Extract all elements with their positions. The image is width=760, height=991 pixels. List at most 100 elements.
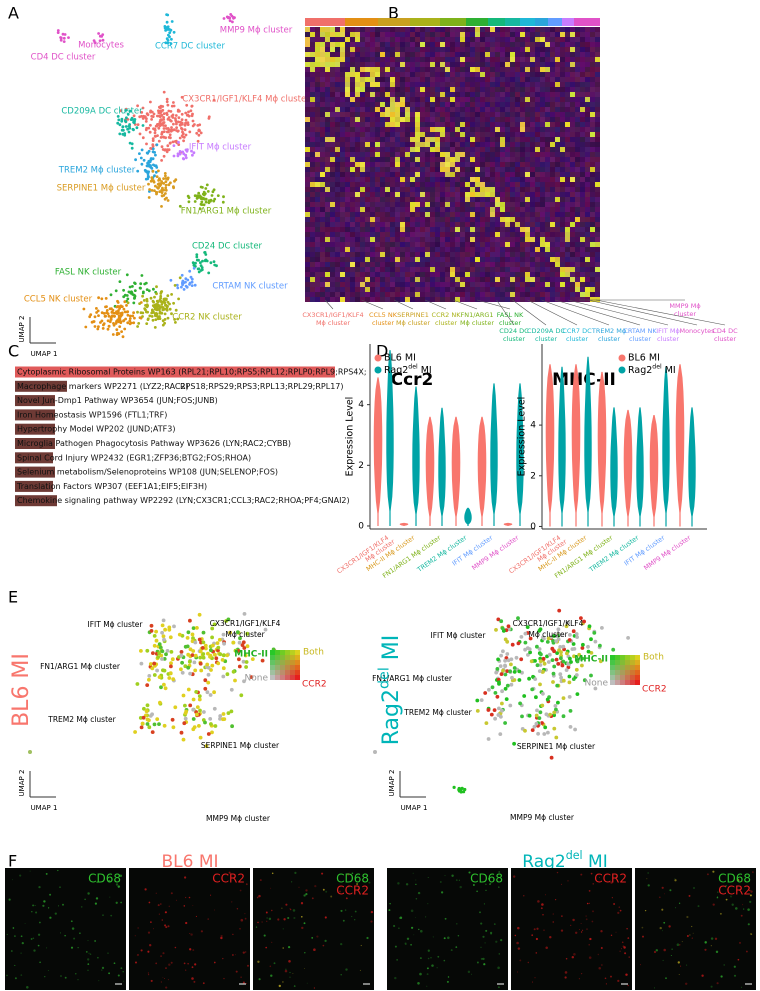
heatmap-cell <box>390 202 395 207</box>
cluster-label: Mϕ cluster <box>460 319 494 327</box>
heatmap-cell <box>435 62 440 67</box>
heatmap-cell <box>445 277 450 282</box>
heatmap-cell <box>370 147 375 152</box>
heatmap-cell <box>385 62 390 67</box>
heatmap-cell <box>495 157 500 162</box>
heatmap-cell <box>440 222 445 227</box>
heatmap-cell <box>360 267 365 272</box>
heatmap-cell <box>585 77 590 82</box>
cell-dot <box>134 158 138 162</box>
cell-dot <box>172 104 176 108</box>
heatmap-cell <box>455 152 460 157</box>
heatmap-cell <box>515 262 520 267</box>
heatmap-cell <box>430 217 435 222</box>
heatmap-cell <box>555 77 560 82</box>
term-label: Cytoplasmic Ribosomal Proteins WP163 (RP… <box>17 368 367 377</box>
heatmap-cell <box>360 287 365 292</box>
heatmap-cell <box>365 212 370 217</box>
cell-dot <box>200 200 204 204</box>
heatmap-cell <box>590 77 595 82</box>
heatmap-cell <box>315 82 320 87</box>
cell-dot <box>141 294 145 298</box>
heatmap-cell <box>590 127 595 132</box>
cell-dot <box>108 307 112 311</box>
heatmap-cell <box>595 192 600 197</box>
heatmap-cell <box>540 182 545 187</box>
cell-dot <box>212 706 217 711</box>
cell-dot <box>133 316 136 320</box>
heatmap-cell <box>495 147 500 152</box>
heatmap-cell <box>525 232 530 237</box>
heatmap-cell <box>400 112 405 117</box>
heatmap-cell <box>445 112 450 117</box>
cell-dot <box>155 668 160 673</box>
heatmap-cell <box>445 172 450 177</box>
heatmap-cell <box>555 137 560 142</box>
legend-cell <box>610 665 615 670</box>
heatmap-cell <box>565 82 570 87</box>
cell-dot <box>156 655 161 659</box>
heatmap-cell <box>410 207 415 212</box>
cell-dot <box>152 661 157 666</box>
heatmap-cell <box>505 42 510 47</box>
heatmap-cell <box>545 132 550 137</box>
heatmap-cell <box>440 297 445 302</box>
heatmap-cell <box>520 62 525 67</box>
heatmap-cell <box>460 197 465 202</box>
heatmap-cell <box>485 167 490 172</box>
heatmap-cell <box>385 42 390 47</box>
heatmap-cell <box>480 277 485 282</box>
cluster-label: IFIT Mϕ <box>656 327 680 335</box>
heatmap-cell <box>445 272 450 277</box>
heatmap-cell <box>405 152 410 157</box>
heatmap-cell <box>430 92 435 97</box>
heatmap-cell <box>395 107 400 112</box>
heatmap-cell <box>405 47 410 52</box>
heatmap-cell <box>555 87 560 92</box>
legend-cell <box>625 665 630 670</box>
cell-dot <box>559 675 563 680</box>
heatmap-cell <box>315 92 320 97</box>
cell-dot <box>145 112 149 116</box>
heatmap-cell <box>345 117 350 122</box>
heatmap-cell <box>535 62 540 67</box>
heatmap-cell <box>405 187 410 192</box>
heatmap-cell <box>550 137 555 142</box>
heatmap-cell <box>425 257 430 262</box>
heatmap-cell <box>350 262 355 267</box>
heatmap-cell <box>490 57 495 62</box>
heatmap-cell <box>555 212 560 217</box>
heatmap-cell <box>590 132 595 137</box>
heatmap-cell <box>585 287 590 292</box>
heatmap-cell <box>510 247 515 252</box>
heatmap-cell <box>540 82 545 87</box>
cell-dot <box>188 671 193 676</box>
cell-dot <box>503 672 508 677</box>
heatmap-cell <box>470 227 475 232</box>
violin <box>597 371 607 527</box>
heatmap-cell <box>350 222 355 227</box>
heatmap-cell <box>485 267 490 272</box>
heatmap-cell <box>560 297 565 302</box>
heatmap-cell <box>520 242 525 247</box>
heatmap-cell <box>370 267 375 272</box>
heatmap-cell <box>520 277 525 282</box>
cell-dot <box>198 735 203 740</box>
heatmap-cell <box>380 72 385 77</box>
heatmap-cell <box>500 57 505 62</box>
heatmap-cell <box>375 127 380 132</box>
cell-dot <box>172 301 176 305</box>
cell-dot <box>226 711 231 715</box>
heatmap-cell <box>520 262 525 267</box>
heatmap-cell <box>305 52 310 57</box>
heatmap-cell <box>315 77 320 82</box>
heatmap-cell <box>335 247 340 252</box>
cell-dot <box>171 725 176 730</box>
heatmap-cell <box>515 112 520 117</box>
cell-dot <box>161 634 166 639</box>
cluster-label: SERPINE1 Mϕ cluster <box>201 741 280 750</box>
cell-dot <box>181 157 185 160</box>
cell-dot <box>542 661 547 666</box>
cell-dot <box>154 629 159 634</box>
legend-cell <box>270 650 275 655</box>
